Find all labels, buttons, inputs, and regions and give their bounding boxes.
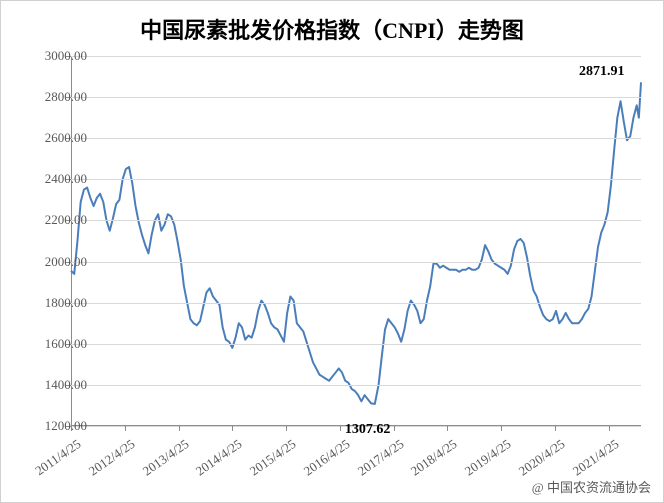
x-tick bbox=[286, 426, 287, 431]
grid-line bbox=[71, 344, 641, 345]
chart-container: 中国尿素批发价格指数（CNPI）走势图 @ 中国农资流通协会 1200.00 14… bbox=[0, 0, 664, 503]
plot-area bbox=[71, 56, 641, 426]
y-axis-label: 2800.00 bbox=[45, 89, 87, 105]
x-tick bbox=[555, 426, 556, 431]
x-axis-label: 2017/4/25 bbox=[354, 436, 406, 479]
x-tick bbox=[447, 426, 448, 431]
y-axis-label: 2200.00 bbox=[45, 212, 87, 228]
x-tick bbox=[232, 426, 233, 431]
x-tick bbox=[340, 426, 341, 431]
grid-line bbox=[71, 262, 641, 263]
x-tick bbox=[394, 426, 395, 431]
grid-line bbox=[71, 138, 641, 139]
x-axis-label: 2014/4/25 bbox=[193, 436, 245, 479]
x-axis-label: 2015/4/25 bbox=[247, 436, 299, 479]
x-tick bbox=[179, 426, 180, 431]
x-axis-label: 2018/4/25 bbox=[408, 436, 460, 479]
grid-line bbox=[71, 179, 641, 180]
grid-line bbox=[71, 220, 641, 221]
y-axis-label: 3000.00 bbox=[45, 48, 87, 64]
grid-line bbox=[71, 303, 641, 304]
grid-line bbox=[71, 97, 641, 98]
chart-title: 中国尿素批发价格指数（CNPI）走势图 bbox=[1, 13, 663, 45]
y-axis-label: 1400.00 bbox=[45, 377, 87, 393]
data-point-label: 2871.91 bbox=[579, 64, 625, 80]
x-axis-label: 2020/4/25 bbox=[516, 436, 568, 479]
x-axis-label: 2013/4/25 bbox=[139, 436, 191, 479]
x-tick bbox=[125, 426, 126, 431]
data-point-label: 1307.62 bbox=[345, 422, 391, 438]
y-axis-label: 2000.00 bbox=[45, 254, 87, 270]
y-axis-label: 2400.00 bbox=[45, 171, 87, 187]
watermark: @ 中国农资流通协会 bbox=[532, 477, 651, 496]
y-axis-label: 1600.00 bbox=[45, 336, 87, 352]
y-axis-label: 2600.00 bbox=[45, 130, 87, 146]
x-tick bbox=[501, 426, 502, 431]
line-series bbox=[71, 56, 641, 426]
price-line bbox=[71, 82, 641, 404]
x-axis-label: 2011/4/25 bbox=[32, 436, 84, 479]
y-axis-label: 1200.00 bbox=[45, 418, 87, 434]
x-tick bbox=[609, 426, 610, 431]
y-axis-label: 1800.00 bbox=[45, 295, 87, 311]
grid-line bbox=[71, 385, 641, 386]
grid-line bbox=[71, 56, 641, 57]
x-axis-label: 2019/4/25 bbox=[462, 436, 514, 479]
x-axis-label: 2021/4/25 bbox=[570, 436, 622, 479]
x-axis-label: 2012/4/25 bbox=[86, 436, 138, 479]
x-axis-label: 2016/4/25 bbox=[301, 436, 353, 479]
